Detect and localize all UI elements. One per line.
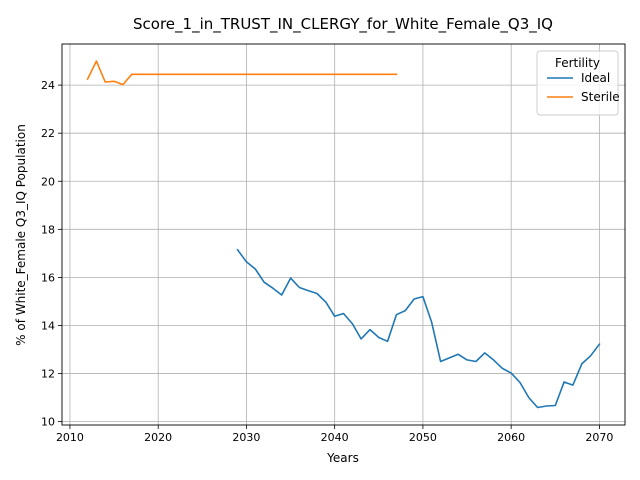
legend-label-sterile: Sterile bbox=[581, 90, 620, 104]
y-tick-label: 24 bbox=[41, 79, 55, 92]
x-tick-label: 2070 bbox=[585, 431, 613, 444]
x-tick-label: 2050 bbox=[409, 431, 437, 444]
chart-title: Score_1_in_TRUST_IN_CLERGY_for_White_Fem… bbox=[133, 15, 553, 34]
series-line-ideal bbox=[236, 248, 601, 409]
axis-ticks: 2010 2020 2030 2040 2050 2060 2070 10 12 14 16 18 20… bbox=[41, 79, 613, 444]
x-axis-label: Years bbox=[326, 451, 359, 465]
y-tick-label: 16 bbox=[41, 271, 55, 284]
legend-label-ideal: Ideal bbox=[581, 71, 610, 85]
y-tick-label: 18 bbox=[41, 223, 55, 236]
x-tick-label: 2040 bbox=[321, 431, 349, 444]
gridlines bbox=[62, 44, 625, 425]
legend: Fertility Ideal Sterile bbox=[536, 50, 620, 116]
y-tick-label: 20 bbox=[41, 175, 55, 188]
series-lines bbox=[86, 60, 601, 409]
y-tick-label: 22 bbox=[41, 127, 55, 140]
x-tick-label: 2020 bbox=[144, 431, 172, 444]
y-tick-label: 14 bbox=[41, 319, 55, 332]
legend-entries: Ideal Sterile bbox=[547, 71, 620, 104]
y-axis-label: % of White_Female Q3_IQ Population bbox=[14, 124, 28, 346]
series-line-sterile bbox=[86, 60, 398, 86]
x-tick-label: 2010 bbox=[56, 431, 84, 444]
legend-title: Fertility bbox=[555, 56, 600, 70]
legend-box bbox=[536, 50, 619, 116]
y-tick-label: 12 bbox=[41, 368, 55, 381]
plot-frame bbox=[61, 43, 626, 426]
x-tick-label: 2030 bbox=[232, 431, 260, 444]
y-tick-label: 10 bbox=[41, 416, 55, 429]
x-tick-label: 2060 bbox=[497, 431, 525, 444]
